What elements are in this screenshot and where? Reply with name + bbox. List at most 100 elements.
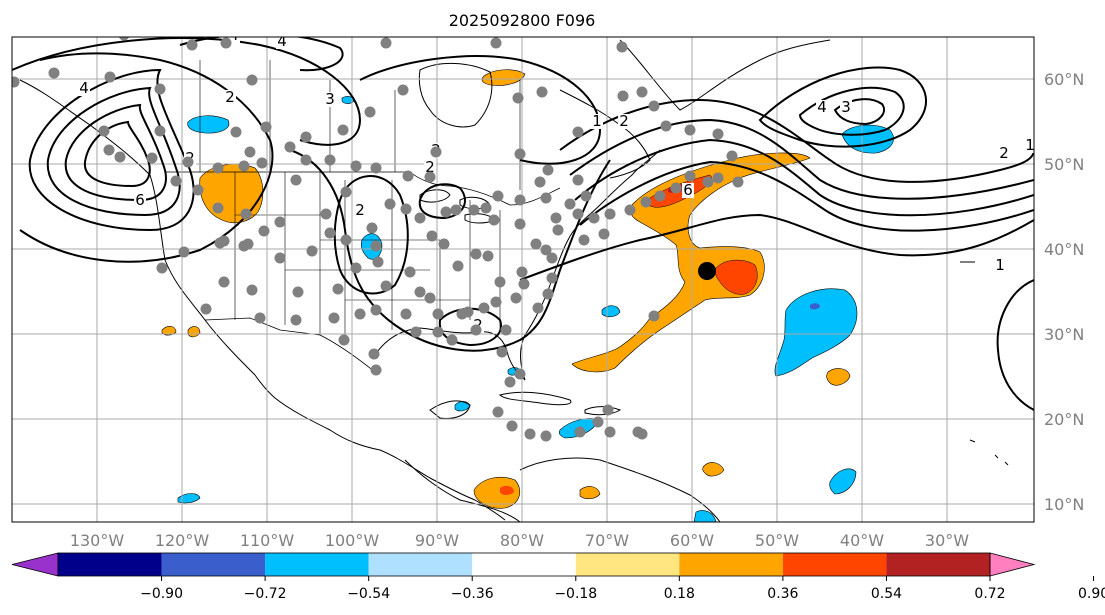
negative-anomaly-mid-atlantic-core — [810, 303, 820, 310]
station-dot — [402, 170, 414, 182]
colorbar-extend-min — [11, 552, 59, 577]
contour-label: 1 — [592, 112, 602, 130]
contour-label: 4 — [277, 32, 287, 50]
contour-pacific-low-1 — [28, 68, 195, 232]
contour-label: 2 — [999, 144, 1009, 162]
us-canada-border — [165, 171, 561, 206]
station-dot — [604, 426, 616, 438]
station-dot — [552, 224, 564, 236]
colorbar-segment — [472, 553, 576, 576]
contour-atlantic-east — [996, 279, 1034, 411]
negative-anomaly-atlantic-south — [829, 468, 857, 495]
station-dot — [572, 208, 584, 220]
station-dot — [702, 176, 714, 188]
station-dot — [684, 124, 696, 136]
station-dot — [712, 172, 724, 184]
station-dot — [370, 304, 382, 316]
station-dot — [337, 124, 349, 136]
contour-label: 4 — [817, 98, 827, 116]
station-dot — [192, 184, 204, 196]
positive-anomaly-hudson — [481, 69, 526, 86]
longitude-tick-label: 50°W — [755, 531, 799, 550]
station-dot — [684, 170, 696, 182]
station-dot — [170, 175, 182, 187]
station-dot — [514, 148, 526, 160]
contour-label-background — [324, 92, 336, 107]
station-dot — [542, 164, 554, 176]
station-dot — [274, 252, 286, 264]
station-dot — [432, 308, 444, 320]
contour-north-1 — [179, 37, 344, 72]
colorbar: −0.90 −0.72 −0.54 −0.36 −0.18 0.18 0.36 0.54 0.7… — [11, 552, 1105, 602]
station-dot — [400, 308, 412, 320]
colorbar-tick-label: 0.54 — [871, 586, 902, 602]
map-title: 2025092800 F096 — [449, 11, 596, 30]
station-dot — [604, 208, 616, 220]
central-america — [404, 459, 521, 522]
contour-label-background — [224, 90, 236, 105]
islands-atlantic — [960, 261, 1009, 466]
station-dot — [524, 428, 536, 440]
station-dot — [306, 245, 318, 257]
station-dot — [588, 212, 600, 224]
station-dot — [212, 162, 224, 174]
canada-provinces — [199, 60, 521, 190]
longitude-labels: 130°W 120°W 110°W 100°W 90°W 80°W 70°W 60°W 50°W… — [70, 531, 969, 550]
station-dot — [414, 212, 426, 224]
station-dot — [640, 196, 652, 208]
station-dot — [546, 272, 558, 284]
colorbar-tick-label: 0.90 — [1078, 586, 1105, 602]
station-dot — [300, 131, 312, 143]
positive-anomaly-small — [579, 486, 601, 500]
station-dot — [364, 106, 376, 118]
colorbar-tick-label: −0.36 — [451, 586, 494, 602]
longitude-tick-label: 120°W — [155, 531, 210, 550]
contour-label: 6 — [135, 191, 145, 209]
station-dot — [290, 174, 302, 186]
contour-label-background — [816, 100, 828, 115]
station-dot — [12, 76, 20, 88]
station-dot — [230, 126, 242, 138]
station-dot — [284, 141, 296, 153]
labrador — [559, 89, 651, 179]
contour-label-background — [618, 114, 630, 129]
map-panel: 4261222123423412624 — [11, 32, 1035, 523]
positive-anomaly-atlantic-small — [826, 368, 851, 386]
station-dot — [354, 308, 366, 320]
colorbar-frame — [57, 552, 991, 577]
station-dot — [338, 334, 350, 346]
station-dot — [98, 125, 110, 137]
contour-label: 3 — [325, 90, 335, 108]
station-dot — [490, 37, 502, 49]
colorbar-segment — [782, 553, 887, 576]
contour-atlantic-north-2 — [798, 86, 905, 136]
station-dot — [540, 192, 552, 204]
station-dot — [550, 212, 562, 224]
station-dot — [260, 121, 272, 133]
latitude-tick-label: 60°N — [1044, 70, 1084, 89]
station-dot — [214, 237, 226, 249]
station-dot — [118, 37, 130, 41]
latitude-tick-label: 30°N — [1044, 325, 1084, 344]
contour-atlantic-1 — [559, 98, 1034, 183]
station-dot — [200, 303, 212, 315]
station-dot — [482, 250, 494, 262]
north-america-coastline — [19, 79, 506, 521]
station-dot — [324, 227, 336, 239]
station-dot — [324, 154, 336, 166]
contour-pacific-outer — [19, 52, 274, 263]
station-dot — [292, 286, 304, 298]
station-dot — [350, 262, 362, 274]
contour-atlantic-4 — [579, 160, 1034, 232]
colorbar-segment — [161, 553, 266, 576]
station-dot — [212, 202, 224, 214]
station-dot — [530, 238, 542, 250]
station-dot — [218, 276, 230, 288]
contour-label-background — [1024, 138, 1034, 153]
contour-label: 2 — [225, 88, 235, 106]
station-dot — [468, 204, 480, 216]
station-dot — [492, 406, 504, 418]
positive-anomaly-central-america-core — [500, 485, 514, 495]
station-dot — [602, 404, 614, 416]
station-dot — [726, 150, 738, 162]
